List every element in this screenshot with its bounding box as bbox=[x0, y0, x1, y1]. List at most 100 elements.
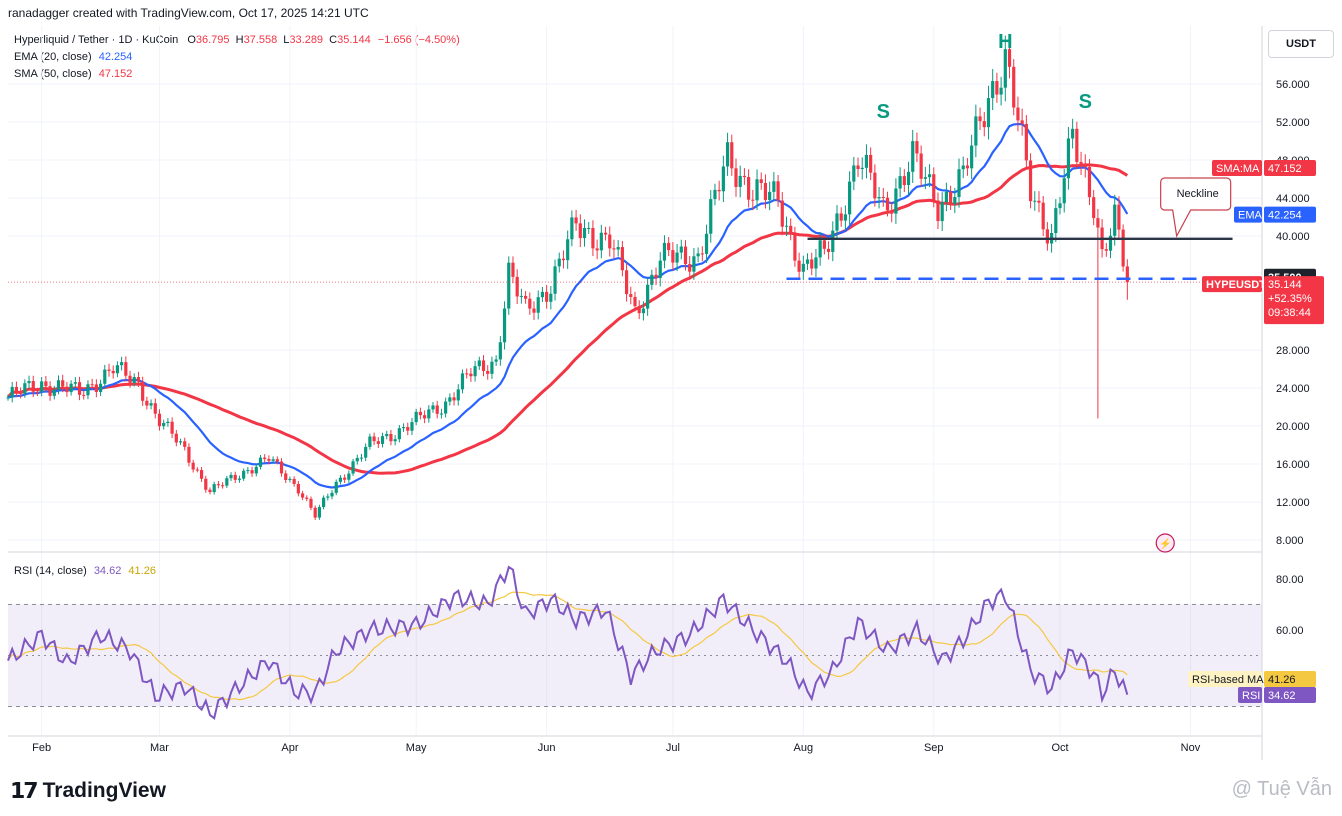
time-tick-label: May bbox=[406, 742, 427, 754]
candle-body bbox=[389, 433, 393, 442]
time-tick-label: Sep bbox=[924, 742, 944, 754]
price-tick-label: 8.000 bbox=[1276, 535, 1304, 547]
candle-body bbox=[780, 200, 784, 227]
brand-name: TradingView bbox=[42, 779, 166, 802]
rsi-ma-legend-value: 41.26 bbox=[128, 565, 156, 577]
rsi-legend[interactable]: RSI (14, close) 34.62 41.26 bbox=[14, 565, 156, 577]
candle-body bbox=[448, 397, 452, 402]
candle-body bbox=[73, 382, 77, 384]
candle-body bbox=[212, 484, 216, 493]
head-label: H bbox=[998, 31, 1012, 53]
candle-body bbox=[229, 474, 233, 479]
candle-body bbox=[856, 165, 860, 170]
candle-body bbox=[1117, 204, 1121, 230]
candle-body bbox=[103, 369, 107, 384]
candle-body bbox=[322, 497, 326, 508]
candle-body bbox=[14, 386, 19, 392]
candle-body bbox=[372, 436, 376, 442]
ema-legend[interactable]: EMA (20, close) 42.254 bbox=[14, 51, 132, 63]
candle-body bbox=[700, 253, 704, 255]
candle-body bbox=[120, 362, 124, 366]
candle-body bbox=[1121, 229, 1125, 267]
candle-body bbox=[195, 469, 199, 471]
candle-body bbox=[162, 422, 166, 427]
candle-body bbox=[473, 366, 477, 377]
candle-body bbox=[313, 507, 317, 518]
candle-body bbox=[1028, 160, 1033, 202]
candle-body bbox=[279, 461, 284, 474]
sma-line bbox=[6, 163, 1129, 475]
candle-body bbox=[616, 247, 620, 250]
candle-body bbox=[271, 459, 275, 461]
symbol-legend[interactable]: Hyperliquid / Tether · 1D · KuCoin O36.7… bbox=[14, 34, 460, 46]
shoulder-left-label: S bbox=[877, 101, 890, 123]
currency-unit-button[interactable]: USDT bbox=[1268, 30, 1334, 58]
candle-body bbox=[124, 362, 128, 376]
candle-body bbox=[553, 266, 557, 294]
candle-body bbox=[877, 197, 881, 199]
candle-body bbox=[869, 154, 873, 173]
candle-body bbox=[986, 98, 991, 128]
candle-body bbox=[612, 248, 616, 250]
rsi-ma-tag-label-bg bbox=[1188, 671, 1262, 687]
candle-body bbox=[936, 200, 940, 222]
candle-body bbox=[667, 242, 671, 251]
rsi-tag-label-bg bbox=[1238, 687, 1262, 703]
candle-body bbox=[355, 457, 359, 462]
candle-body bbox=[658, 260, 662, 278]
candle-body bbox=[1087, 166, 1092, 198]
candle-body bbox=[679, 246, 683, 253]
candle-body bbox=[52, 389, 56, 396]
ema-legend-label: EMA (20, close) bbox=[14, 51, 92, 63]
sma-tag-label-bg bbox=[1212, 160, 1262, 177]
candle-body bbox=[410, 422, 414, 431]
candle-body bbox=[275, 459, 279, 462]
candle-body bbox=[343, 477, 347, 480]
candle-body bbox=[1108, 235, 1113, 251]
time-tick-label: Jun bbox=[538, 742, 556, 754]
candle-body bbox=[456, 389, 460, 401]
candle-body bbox=[1033, 200, 1037, 202]
candle-body bbox=[94, 384, 98, 392]
candle-body bbox=[439, 413, 444, 415]
candle-body bbox=[1125, 266, 1129, 283]
candle-body bbox=[515, 276, 519, 297]
candle-body bbox=[519, 295, 523, 297]
candle-body bbox=[444, 401, 448, 414]
tradingview-logo[interactable]: 𝟭𝟳 TradingView bbox=[10, 778, 166, 804]
candle-body bbox=[40, 381, 44, 392]
candle-body bbox=[725, 142, 730, 167]
candle-body bbox=[465, 373, 469, 375]
candle-body bbox=[48, 386, 52, 396]
candle-body bbox=[128, 375, 132, 383]
watermark: @ Tuệ Vẫn bbox=[1231, 778, 1332, 800]
grid bbox=[8, 26, 1262, 735]
candle-body bbox=[486, 370, 490, 374]
rsi-tag-value-bg bbox=[1264, 687, 1316, 703]
candle-body bbox=[747, 177, 751, 200]
candle-body bbox=[528, 298, 532, 309]
candle-body bbox=[1075, 128, 1079, 162]
candle-body bbox=[675, 252, 679, 263]
rsi-ma-tag-value-bg bbox=[1264, 671, 1316, 687]
candle-body bbox=[431, 405, 435, 410]
candle-body bbox=[153, 403, 157, 414]
candle-body bbox=[566, 239, 570, 261]
candle-body bbox=[982, 121, 986, 128]
candle-body bbox=[999, 87, 1003, 95]
flash-icon-glyph: ⚡ bbox=[1159, 537, 1171, 550]
ema-tag-label: EMA bbox=[1238, 210, 1263, 222]
candle-body bbox=[385, 433, 389, 437]
rsi-legend-value: 34.62 bbox=[93, 565, 122, 577]
candle-body bbox=[944, 191, 948, 203]
candle-body bbox=[427, 409, 431, 419]
candle-body bbox=[502, 308, 507, 343]
candle-body bbox=[793, 232, 797, 261]
candle-body bbox=[204, 478, 208, 490]
sma-legend[interactable]: SMA (50, close) 47.152 bbox=[14, 68, 132, 80]
candle-body bbox=[35, 391, 40, 393]
candle-body bbox=[574, 217, 578, 224]
candle-body bbox=[810, 259, 814, 269]
